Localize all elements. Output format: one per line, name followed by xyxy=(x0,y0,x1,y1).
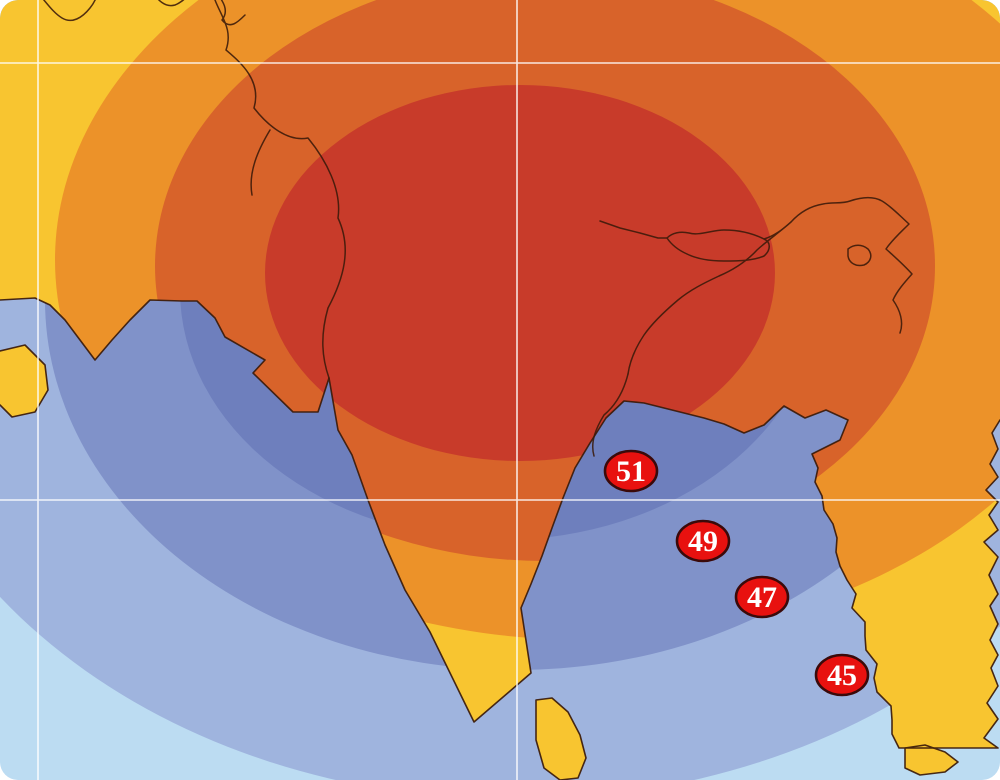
svg-text:51: 51 xyxy=(616,455,646,488)
svg-text:47: 47 xyxy=(747,581,777,614)
svg-text:45: 45 xyxy=(827,659,857,692)
svg-text:49: 49 xyxy=(688,525,718,558)
